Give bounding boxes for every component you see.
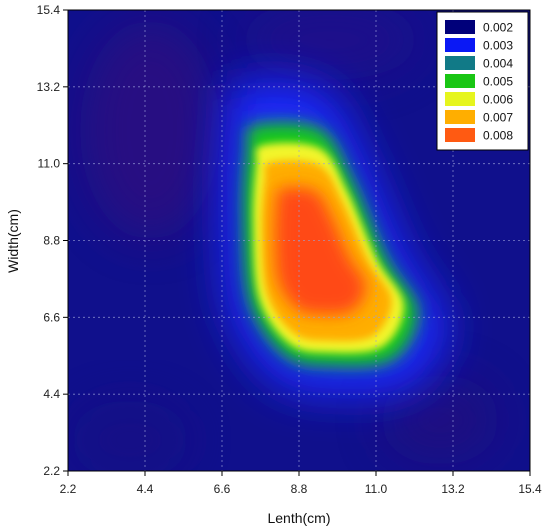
- legend-label: 0.002: [483, 21, 513, 35]
- bg-patch: [240, 10, 420, 80]
- y-axis-title: Width(cm): [5, 209, 21, 273]
- x-tick-label: 8.8: [291, 482, 308, 496]
- heatmap-surface: [70, 10, 500, 471]
- legend-swatch: [445, 56, 475, 70]
- y-tick-label: 13.2: [37, 80, 61, 94]
- legend-swatch: [445, 74, 475, 88]
- y-tick-label: 8.8: [43, 234, 60, 248]
- legend: 0.002 0.003 0.004 0.005 0.006 0.007 0.008: [436, 11, 529, 151]
- y-tick-label: 11.0: [38, 157, 61, 171]
- y-tick-label: 15.4: [37, 3, 61, 17]
- y-tick-label: 2.2: [43, 464, 60, 478]
- legend-label: 0.008: [483, 129, 513, 143]
- x-axis-title: Lenth(cm): [267, 510, 330, 526]
- legend-label: 0.003: [483, 39, 513, 53]
- legend-swatch: [445, 38, 475, 52]
- legend-label: 0.007: [483, 111, 513, 125]
- x-tick-label: 15.4: [518, 482, 542, 496]
- bg-patch: [70, 400, 190, 471]
- y-tick-label: 4.4: [43, 387, 60, 401]
- x-tick-label: 6.6: [214, 482, 231, 496]
- legend-label: 0.004: [483, 57, 513, 71]
- legend-swatch: [445, 20, 475, 34]
- legend-swatch: [445, 128, 475, 142]
- bg-patch: [80, 20, 220, 240]
- legend-swatch: [445, 92, 475, 106]
- legend-label: 0.006: [483, 93, 513, 107]
- x-tick-label: 2.2: [60, 482, 77, 496]
- x-tick-label: 4.4: [137, 482, 154, 496]
- legend-swatch: [445, 110, 475, 124]
- x-tick-label: 11.0: [365, 482, 388, 496]
- legend-label: 0.005: [483, 75, 513, 89]
- x-tick-label: 13.2: [441, 482, 465, 496]
- y-tick-label: 6.6: [43, 310, 60, 324]
- y-axis: 2.2 4.4 6.6 8.8 11.0 13.2 15.4: [37, 3, 68, 478]
- bg-patch: [380, 375, 500, 465]
- x-axis: 2.2 4.4 6.6 8.8 11.0 13.2 15.4: [60, 471, 542, 496]
- contour-level-red: [274, 187, 366, 315]
